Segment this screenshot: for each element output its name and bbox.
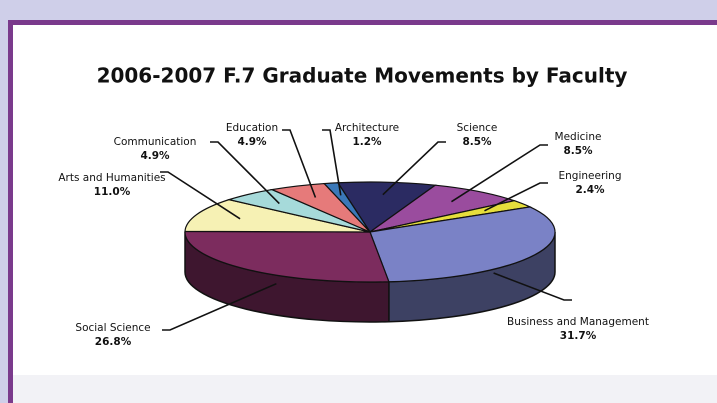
slice	[369, 206, 556, 283]
leader-line	[493, 272, 572, 301]
slice-label: Social Science	[75, 322, 150, 334]
labels: Science 8.5% Medicine 8.5% Engineering 2.4% Bu…	[58, 122, 649, 348]
value-label: 4.9%	[140, 150, 170, 162]
slice-label: Science	[457, 122, 498, 134]
leader-line	[382, 141, 446, 196]
value-label: 26.8%	[95, 336, 132, 348]
leader-line	[451, 144, 548, 203]
panel-foot	[13, 375, 717, 403]
slice-label: Communication	[114, 136, 197, 148]
slice	[184, 198, 371, 233]
leader-line	[282, 129, 317, 198]
slice	[322, 182, 371, 233]
slice	[184, 230, 390, 283]
value-label: 8.5%	[462, 136, 492, 148]
leader-line	[322, 129, 342, 196]
leader-line	[484, 182, 548, 212]
value-label: 4.9%	[237, 136, 267, 148]
leader-line	[162, 282, 277, 331]
slice	[369, 184, 517, 233]
leader-line	[160, 171, 241, 220]
value-label: 11.0%	[94, 186, 131, 198]
slice-label: Business and Management	[507, 316, 649, 328]
slice-label: Architecture	[335, 122, 399, 134]
slice-label: Education	[226, 122, 278, 134]
value-label: 2.4%	[575, 184, 605, 196]
slice-label: Engineering	[559, 170, 622, 182]
slice-label: Arts and Humanities	[58, 172, 165, 184]
value-label: 1.2%	[352, 136, 382, 148]
chart-title: 2006-2007 F.7 Graduate Movements by Facu…	[97, 64, 628, 88]
value-label: 8.5%	[563, 145, 593, 157]
slice-label: Medicine	[555, 131, 602, 143]
value-label: 31.7%	[560, 330, 597, 342]
pie	[184, 181, 556, 323]
leader-line	[210, 141, 280, 205]
